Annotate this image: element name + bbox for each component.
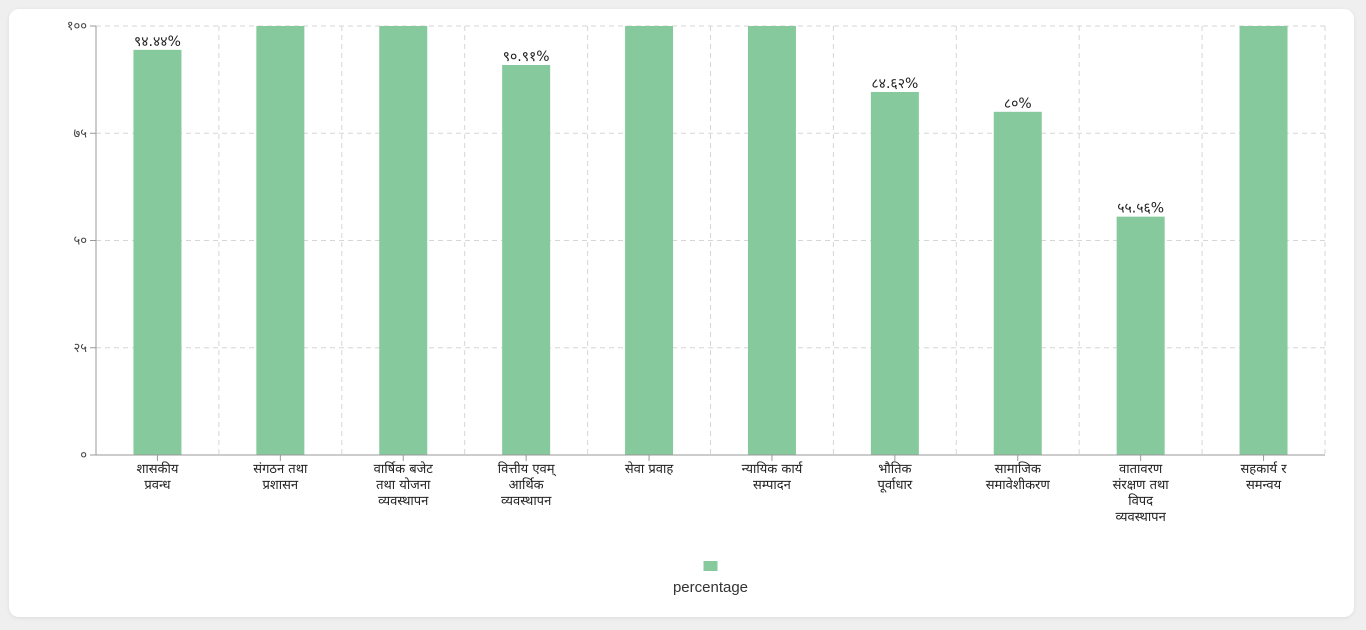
legend-label[interactable]: percentage — [673, 579, 748, 596]
data-label: ९४.४४% — [134, 34, 181, 50]
x-tick-label: सामाजिक समावेशीकरण — [986, 461, 1051, 493]
x-tick-label: वातावरण संरक्षण तथा विपद व्यवस्थापन — [1113, 462, 1170, 525]
bar[interactable] — [502, 64, 551, 456]
x-tick-label: वार्षिक बजेट तथा योजना व्यवस्थापन — [374, 461, 434, 509]
x-tick-label: भौतिक पूर्वाधार — [878, 461, 913, 493]
bar[interactable] — [379, 26, 428, 455]
x-tick-label: संगठन तथा प्रशासन — [253, 462, 308, 493]
data-label: ८०% — [1004, 96, 1032, 112]
data-label: ८४.६२% — [871, 76, 918, 92]
bar[interactable] — [870, 91, 919, 456]
x-tick-label: सहकार्य र समन्वय — [1241, 461, 1288, 493]
bar[interactable] — [993, 111, 1042, 456]
y-tick-label: ० — [80, 448, 87, 463]
bar[interactable] — [133, 49, 182, 455]
x-tick-label: वित्तीय एवम् आर्थिक व्यवस्थापन — [498, 461, 557, 509]
y-tick-label: ५० — [73, 234, 87, 249]
legend-swatch[interactable] — [703, 561, 718, 571]
bar-chart: ० २५ ५० ७५ १०० ९४.४४% शासकीय प्रवन्ध संगठन तथा प्… — [67, 19, 1326, 596]
bar[interactable] — [1116, 216, 1165, 455]
x-tick-label: सेवा प्रवाह — [625, 461, 675, 477]
y-tick-label: १०० — [67, 19, 87, 34]
chart-card: ० २५ ५० ७५ १०० ९४.४४% शासकीय प्रवन्ध संगठन तथा प्… — [9, 9, 1354, 617]
bar[interactable] — [256, 26, 305, 455]
x-tick-label: न्यायिक कार्य सम्पादन — [742, 461, 804, 493]
bar[interactable] — [625, 26, 674, 455]
y-tick-label: २५ — [73, 341, 87, 356]
data-label: ५५.५६% — [1117, 201, 1164, 217]
y-tick-label: ७५ — [73, 126, 87, 141]
x-tick-label: शासकीय प्रवन्ध — [137, 461, 179, 493]
bar[interactable] — [747, 26, 796, 455]
bar[interactable] — [1239, 26, 1288, 455]
data-label: ९०.९१% — [503, 49, 550, 65]
